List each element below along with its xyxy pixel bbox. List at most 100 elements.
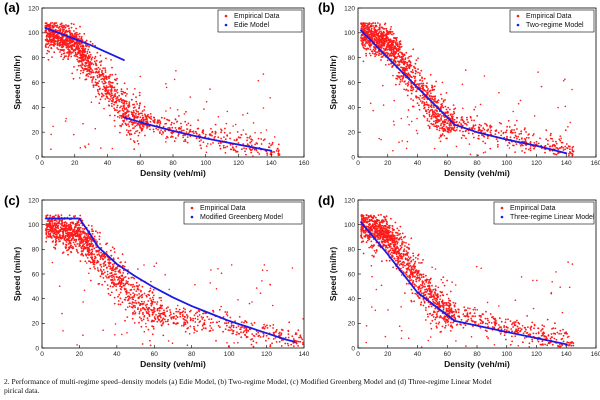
- data-point: [180, 126, 183, 128]
- data-point: [419, 100, 422, 102]
- data-point: [143, 292, 146, 295]
- data-point: [115, 90, 117, 92]
- data-point: [174, 118, 177, 121]
- data-point: [88, 62, 90, 65]
- data-point: [472, 125, 475, 128]
- data-point: [153, 121, 156, 124]
- data-point: [65, 55, 67, 57]
- data-point: [376, 38, 378, 41]
- data-point: [61, 38, 64, 41]
- data-point: [58, 285, 61, 288]
- x-tick-label: 80: [188, 351, 196, 358]
- data-point: [184, 138, 187, 141]
- data-point: [192, 317, 195, 320]
- data-point: [171, 342, 174, 345]
- data-point: [290, 343, 293, 346]
- data-point: [118, 281, 121, 283]
- data-point: [428, 113, 431, 116]
- data-point: [108, 263, 110, 265]
- data-point: [71, 41, 74, 44]
- data-point: [62, 224, 65, 227]
- data-point: [117, 99, 119, 101]
- data-point: [114, 88, 116, 91]
- data-point: [444, 105, 447, 108]
- data-point: [371, 22, 373, 25]
- data-point: [106, 86, 109, 89]
- data-point: [209, 88, 211, 90]
- data-point: [423, 104, 425, 107]
- data-point: [368, 43, 370, 46]
- data-point: [194, 329, 196, 331]
- data-point: [439, 140, 442, 143]
- data-point: [167, 318, 170, 321]
- data-point: [74, 32, 77, 35]
- data-point: [122, 265, 124, 267]
- data-point: [408, 63, 411, 66]
- data-point: [135, 115, 137, 117]
- data-point: [99, 258, 102, 260]
- data-point: [133, 116, 136, 119]
- data-point: [50, 148, 52, 150]
- data-point: [395, 267, 398, 270]
- data-point: [130, 133, 133, 136]
- data-point: [176, 304, 179, 307]
- data-point: [136, 288, 139, 291]
- y-tick-label: 0: [35, 154, 39, 161]
- data-point: [101, 270, 103, 273]
- data-point: [76, 43, 79, 46]
- data-point: [149, 339, 151, 342]
- data-point: [372, 31, 375, 33]
- data-point: [400, 61, 403, 64]
- panel-label: (d): [318, 193, 335, 208]
- data-point: [242, 331, 245, 334]
- data-point: [83, 289, 86, 292]
- data-point: [87, 48, 90, 51]
- data-point: [158, 314, 161, 316]
- data-point: [204, 327, 207, 330]
- data-point: [73, 30, 75, 32]
- data-point: [75, 224, 77, 227]
- data-point: [82, 58, 85, 60]
- data-point: [415, 96, 418, 99]
- data-point: [372, 48, 375, 51]
- data-point: [480, 130, 483, 133]
- data-point: [196, 315, 199, 318]
- data-point: [366, 28, 369, 30]
- data-point: [217, 268, 219, 270]
- data-point: [386, 59, 389, 62]
- data-point: [134, 299, 137, 302]
- data-point: [62, 45, 65, 48]
- data-point: [53, 236, 56, 238]
- data-point: [430, 109, 432, 112]
- data-point: [532, 133, 535, 135]
- data-point: [152, 294, 155, 297]
- data-point: [400, 117, 403, 120]
- data-point: [164, 320, 167, 323]
- data-point: [211, 134, 213, 137]
- data-point: [263, 323, 265, 326]
- data-point: [113, 119, 116, 122]
- data-point: [407, 57, 409, 59]
- data-point: [222, 316, 225, 318]
- data-point: [412, 86, 414, 89]
- data-point: [406, 94, 409, 97]
- data-point: [489, 126, 492, 129]
- data-point: [147, 313, 150, 315]
- data-point: [49, 23, 51, 26]
- data-point: [554, 145, 556, 148]
- data-point: [156, 303, 158, 305]
- data-point: [252, 345, 255, 348]
- data-point: [113, 296, 116, 299]
- data-point: [141, 114, 144, 117]
- data-point: [80, 250, 83, 253]
- data-point: [255, 149, 258, 152]
- data-point: [60, 22, 63, 25]
- data-point: [382, 104, 385, 106]
- data-point: [131, 286, 134, 288]
- data-point: [137, 268, 139, 270]
- legend-entry: Two-regime Model: [526, 22, 584, 29]
- data-point: [60, 46, 63, 48]
- data-point: [130, 98, 133, 101]
- data-point: [128, 121, 131, 123]
- data-point: [377, 22, 379, 24]
